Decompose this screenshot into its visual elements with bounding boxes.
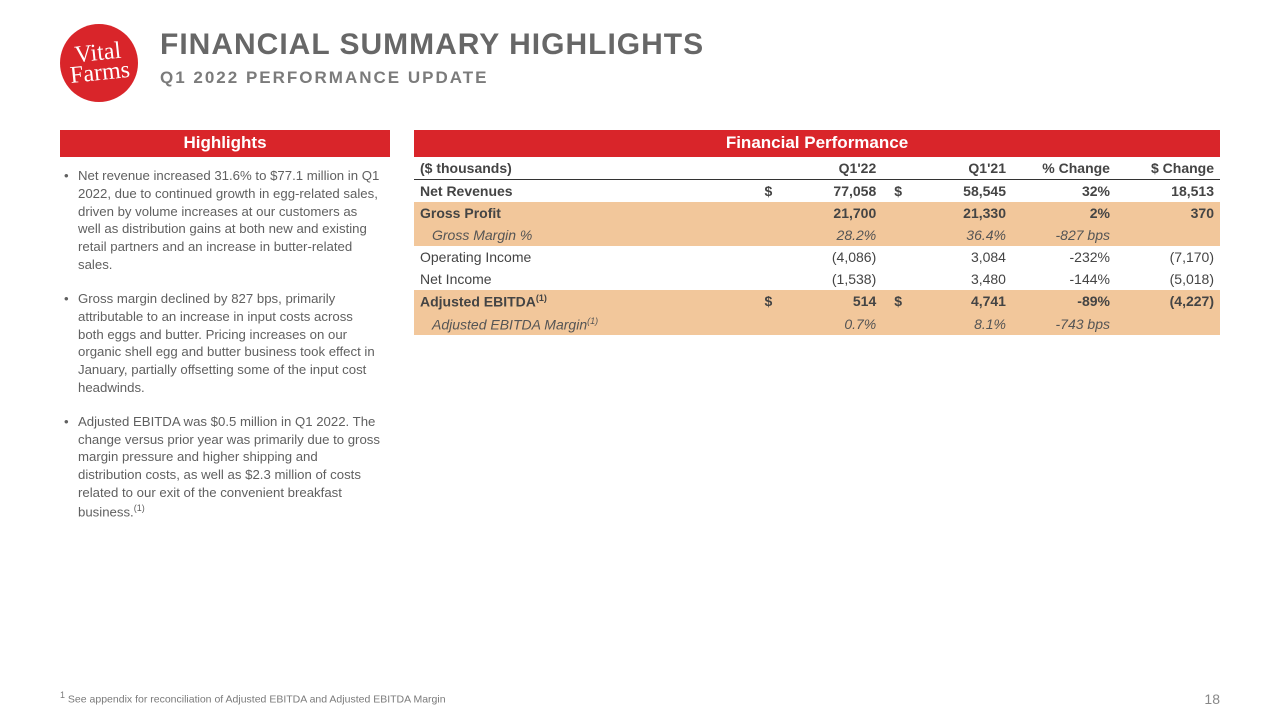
table-cell: 2% xyxy=(1012,202,1116,224)
col-q121: Q1'21 xyxy=(908,157,1012,180)
brand-logo-text: Vital Farms xyxy=(58,39,140,88)
table-cell: (1,538) xyxy=(778,268,882,290)
table-cell: 514 xyxy=(778,290,882,313)
highlights-header: Highlights xyxy=(60,130,390,157)
table-row: Gross Margin % 28.2% 36.4%-827 bps xyxy=(414,224,1220,246)
table-cell: $ xyxy=(753,180,779,203)
footnote-text: See appendix for reconciliation of Adjus… xyxy=(65,693,446,705)
table-cell: $ xyxy=(753,290,779,313)
table-cell: 36.4% xyxy=(908,224,1012,246)
table-cell: $ xyxy=(882,180,908,203)
table-cell xyxy=(882,202,908,224)
footnote-ref: (1) xyxy=(134,503,145,513)
metric-label: Gross Profit xyxy=(414,202,753,224)
table-cell: (5,018) xyxy=(1116,268,1220,290)
highlights-list: Net revenue increased 31.6% to $77.1 mil… xyxy=(60,157,390,521)
col-dollar-change: $ Change xyxy=(1116,157,1220,180)
table-cell xyxy=(753,268,779,290)
table-cell: 370 xyxy=(1116,202,1220,224)
table-row: Adjusted EBITDA Margin(1) 0.7% 8.1%-743 bp… xyxy=(414,313,1220,336)
table-cell: (7,170) xyxy=(1116,246,1220,268)
table-cell: -89% xyxy=(1012,290,1116,313)
metric-label: Adjusted EBITDA(1) xyxy=(414,290,753,313)
table-cell: (4,227) xyxy=(1116,290,1220,313)
table-row: Net Income (1,538) 3,480-144%(5,018) xyxy=(414,268,1220,290)
col-q122: Q1'22 xyxy=(778,157,882,180)
table-cell xyxy=(753,224,779,246)
table-cell: -144% xyxy=(1012,268,1116,290)
table-cell xyxy=(882,313,908,336)
table-cell: -743 bps xyxy=(1012,313,1116,336)
table-cell: 3,480 xyxy=(908,268,1012,290)
brand-logo: Vital Farms xyxy=(60,24,138,102)
table-header-row: ($ thousands) Q1'22 Q1'21 % Change $ Cha… xyxy=(414,157,1220,180)
table-cell: -232% xyxy=(1012,246,1116,268)
content-row: Highlights Net revenue increased 31.6% t… xyxy=(60,130,1220,537)
table-cell: 21,700 xyxy=(778,202,882,224)
bullet-text: Adjusted EBITDA was $0.5 million in Q1 2… xyxy=(78,414,380,519)
footnote: 1 See appendix for reconciliation of Adj… xyxy=(60,690,446,706)
page-title: FINANCIAL SUMMARY HIGHLIGHTS xyxy=(160,28,704,62)
table-cell xyxy=(753,246,779,268)
table-cell: 28.2% xyxy=(778,224,882,246)
highlight-bullet: Adjusted EBITDA was $0.5 million in Q1 2… xyxy=(64,413,382,521)
table-cell xyxy=(1116,313,1220,336)
highlights-panel: Highlights Net revenue increased 31.6% t… xyxy=(60,130,390,537)
highlight-bullet: Gross margin declined by 827 bps, primar… xyxy=(64,290,382,397)
table-cell: (4,086) xyxy=(778,246,882,268)
table-cell: 3,084 xyxy=(908,246,1012,268)
table-cell xyxy=(882,246,908,268)
title-block: FINANCIAL SUMMARY HIGHLIGHTS Q1 2022 PER… xyxy=(160,24,704,88)
col-pct-change: % Change xyxy=(1012,157,1116,180)
table-cell: 18,513 xyxy=(1116,180,1220,203)
col-spacer xyxy=(882,157,908,180)
table-cell: $ xyxy=(882,290,908,313)
metric-label: Operating Income xyxy=(414,246,753,268)
financial-panel: Financial Performance ($ thousands) Q1'2… xyxy=(414,130,1220,537)
financial-table: ($ thousands) Q1'22 Q1'21 % Change $ Cha… xyxy=(414,157,1220,335)
table-row: Net Revenues$77,058$58,54532%18,513 xyxy=(414,180,1220,203)
table-cell: 0.7% xyxy=(778,313,882,336)
table-cell xyxy=(882,224,908,246)
table-cell xyxy=(753,202,779,224)
table-cell: 32% xyxy=(1012,180,1116,203)
metric-label: Net Revenues xyxy=(414,180,753,203)
table-row: Operating Income (4,086) 3,084-232%(7,170) xyxy=(414,246,1220,268)
table-cell xyxy=(753,313,779,336)
table-cell: 58,545 xyxy=(908,180,1012,203)
table-row: Adjusted EBITDA(1)$514$4,741-89%(4,227) xyxy=(414,290,1220,313)
table-cell: 21,330 xyxy=(908,202,1012,224)
col-spacer xyxy=(753,157,779,180)
col-metric: ($ thousands) xyxy=(414,157,753,180)
metric-label: Adjusted EBITDA Margin(1) xyxy=(414,313,753,336)
metric-label: Net Income xyxy=(414,268,753,290)
header: Vital Farms FINANCIAL SUMMARY HIGHLIGHTS… xyxy=(60,24,1220,102)
financial-header: Financial Performance xyxy=(414,130,1220,157)
metric-label: Gross Margin % xyxy=(414,224,753,246)
table-cell xyxy=(882,268,908,290)
table-cell: 4,741 xyxy=(908,290,1012,313)
table-cell: -827 bps xyxy=(1012,224,1116,246)
highlight-bullet: Net revenue increased 31.6% to $77.1 mil… xyxy=(64,167,382,274)
table-cell xyxy=(1116,224,1220,246)
page-subtitle: Q1 2022 PERFORMANCE UPDATE xyxy=(160,68,704,88)
table-cell: 8.1% xyxy=(908,313,1012,336)
table-row: Gross Profit 21,700 21,3302%370 xyxy=(414,202,1220,224)
page-number: 18 xyxy=(1204,691,1220,707)
table-cell: 77,058 xyxy=(778,180,882,203)
